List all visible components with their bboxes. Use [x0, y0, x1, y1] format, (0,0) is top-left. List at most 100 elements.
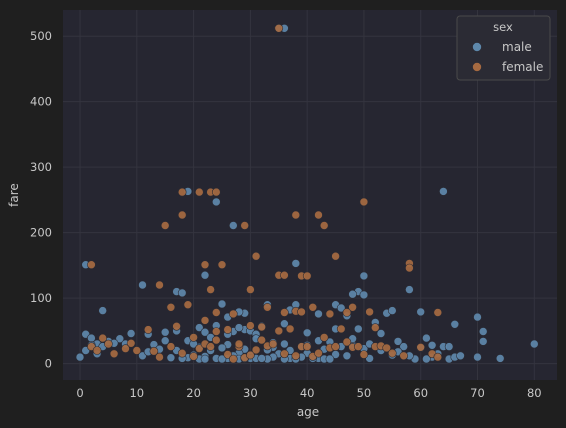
point-female — [98, 333, 107, 343]
point-female — [200, 316, 210, 325]
point-male — [160, 336, 170, 346]
point-female — [166, 302, 176, 312]
point-female — [251, 251, 261, 261]
point-female — [177, 210, 187, 220]
point-male — [473, 312, 482, 322]
point-male — [291, 259, 301, 268]
x-tick-label: 40 — [300, 386, 315, 400]
point-female — [229, 354, 238, 364]
point-female — [149, 346, 159, 356]
x-tick-label: 70 — [470, 386, 485, 400]
point-male — [200, 270, 210, 280]
x-tick-label: 80 — [527, 386, 542, 400]
point-male — [234, 323, 244, 332]
point-female — [314, 210, 323, 220]
x-tick-label: 50 — [357, 386, 372, 400]
point-female — [325, 309, 335, 319]
x-tick-label: 30 — [243, 386, 258, 400]
y-axis-ticks: 0 100 200 300 400 500 — [30, 29, 52, 370]
point-female — [143, 325, 153, 334]
point-male — [393, 337, 403, 346]
point-female — [121, 344, 130, 353]
point-male — [348, 289, 357, 299]
point-male — [212, 197, 221, 207]
point-male — [376, 329, 386, 338]
point-male — [314, 309, 323, 319]
point-female — [217, 260, 227, 270]
point-male — [456, 351, 465, 361]
point-female — [212, 187, 221, 197]
point-female — [257, 335, 267, 345]
x-axis-label: age — [297, 405, 319, 419]
point-male — [444, 342, 454, 351]
point-male — [280, 339, 289, 349]
point-male — [200, 354, 210, 364]
point-female — [172, 321, 181, 331]
point-male — [359, 271, 369, 281]
point-female — [200, 260, 210, 270]
y-tick-label: 500 — [30, 29, 52, 43]
point-female — [359, 197, 369, 207]
point-female — [274, 326, 284, 336]
point-male — [200, 327, 210, 337]
point-female — [365, 307, 374, 317]
point-male — [387, 306, 397, 315]
point-female — [274, 23, 284, 33]
point-male — [217, 299, 227, 309]
point-female — [212, 327, 221, 336]
point-female — [229, 309, 238, 319]
point-female — [314, 348, 323, 358]
series-female — [87, 23, 443, 364]
point-female — [280, 270, 289, 280]
legend: sex male female — [456, 15, 551, 81]
point-male — [280, 319, 289, 329]
point-female — [223, 325, 232, 334]
point-female — [132, 346, 142, 355]
point-female — [126, 338, 136, 348]
point-female — [387, 348, 397, 358]
point-female — [348, 302, 357, 312]
point-male — [473, 352, 482, 362]
point-male — [166, 353, 176, 363]
point-female — [433, 308, 443, 317]
point-female — [177, 187, 187, 197]
x-axis-ticks: 0 10 20 30 40 50 60 70 80 — [76, 386, 541, 400]
point-female — [331, 251, 340, 261]
point-female — [280, 308, 289, 317]
point-female — [183, 300, 193, 310]
point-female — [189, 352, 198, 361]
point-female — [206, 342, 215, 351]
point-female — [382, 343, 392, 353]
point-male — [478, 327, 488, 336]
point-male — [359, 290, 369, 300]
point-male — [257, 354, 267, 363]
point-female — [405, 263, 414, 273]
point-male — [177, 288, 187, 298]
point-male — [217, 354, 227, 364]
point-male — [427, 340, 437, 350]
y-tick-label: 200 — [30, 226, 52, 240]
point-male — [439, 187, 448, 196]
point-male — [495, 354, 505, 363]
point-female — [195, 344, 204, 353]
point-male — [229, 221, 238, 230]
point-female — [370, 323, 380, 332]
legend-label-female: female — [502, 60, 543, 74]
point-female — [195, 187, 204, 197]
point-female — [155, 280, 164, 290]
x-tick-label: 10 — [129, 386, 144, 400]
y-tick-label: 0 — [45, 357, 52, 371]
point-male — [422, 333, 431, 343]
point-male — [160, 327, 170, 337]
point-female — [268, 339, 278, 349]
y-tick-label: 400 — [30, 95, 52, 109]
point-male — [399, 342, 409, 351]
point-female — [291, 210, 301, 220]
y-axis-label: fare — [7, 183, 21, 207]
point-female — [87, 260, 96, 270]
point-female — [155, 352, 164, 362]
point-female — [246, 350, 255, 360]
point-female — [166, 342, 176, 351]
point-female — [263, 302, 272, 312]
